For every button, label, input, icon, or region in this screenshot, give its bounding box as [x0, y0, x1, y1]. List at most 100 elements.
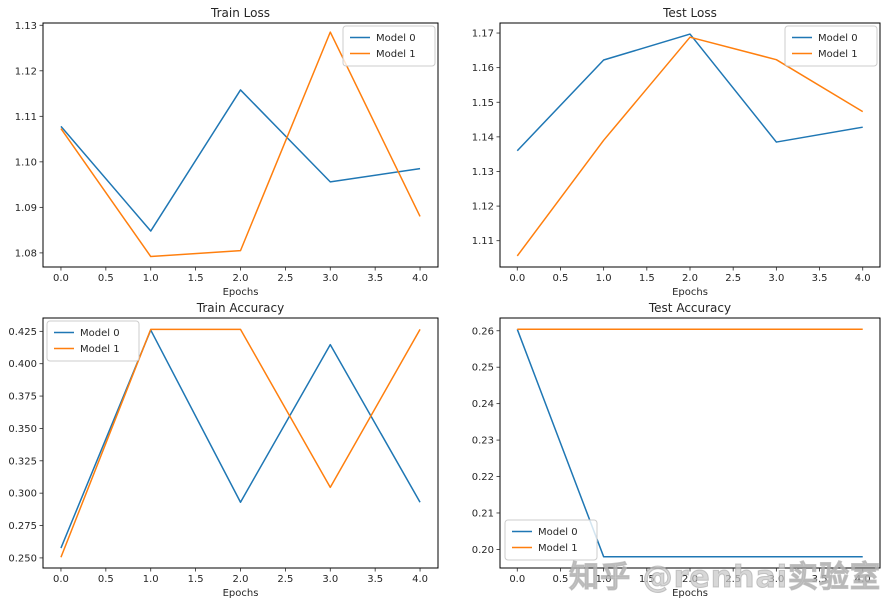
series-line-model-1	[516, 36, 864, 257]
x-tick-label: 0.5	[98, 273, 114, 284]
series-line-model-1	[60, 328, 421, 558]
x-tick-label: 0.0	[53, 574, 69, 585]
x-tick-label: 1.5	[639, 273, 655, 284]
legend: Model 0 Model 1	[46, 320, 140, 362]
x-tick-label: 1.0	[596, 273, 612, 284]
y-tick-label: 0.20	[472, 545, 494, 556]
x-tick-label: 4.0	[412, 273, 428, 284]
x-tick-label: 2.5	[725, 273, 741, 284]
legend-label: Model 0	[80, 328, 120, 339]
y-tick-label: 0.350	[8, 424, 37, 435]
x-tick-label: 3.5	[367, 574, 383, 585]
legend-label: Model 1	[80, 344, 120, 355]
legend: Model 0 Model 1	[342, 25, 436, 67]
y-tick-label: 1.14	[472, 132, 494, 143]
series-line-model-0	[516, 33, 863, 152]
x-tick-label: 4.0	[412, 574, 428, 585]
x-tick-label: 3.5	[812, 273, 828, 284]
legend-box	[504, 519, 598, 561]
y-tick-label: 0.23	[472, 436, 494, 447]
y-tick-label: 1.11	[472, 236, 494, 247]
x-tick-label: 2.0	[682, 574, 698, 585]
y-tick-label: 1.12	[15, 66, 37, 77]
x-tick-label: 2.5	[277, 574, 293, 585]
legend-label: Model 0	[538, 527, 578, 538]
x-tick-label: 4.0	[855, 574, 871, 585]
legend-label: Model 0	[818, 33, 858, 44]
y-tick-label: 1.13	[15, 21, 37, 32]
train-accuracy-chart: 0.0 0.5 1.0 1.5 2.0 2.5 3.0 3.5 4.0 0.250 0.275 0.3…	[8, 302, 439, 599]
x-tick-label: 1.5	[639, 574, 655, 585]
x-axis-ticks: 0.0 0.5 1.0 1.5 2.0 2.5 3.0 3.5 4.0	[53, 267, 428, 284]
subplot-test-accuracy: 0.0 0.5 1.0 1.5 2.0 2.5 3.0 3.5 4.0 0.20 0.21 0.22 0…	[443, 302, 887, 604]
legend: Model 0 Model 1	[504, 519, 598, 561]
x-tick-label: 3.0	[768, 273, 784, 284]
x-axis-ticks: 0.0 0.5 1.0 1.5 2.0 2.5 3.0 3.5 4.0	[53, 568, 428, 585]
plot-title: Train Loss	[210, 6, 270, 20]
x-axis-ticks: 0.0 0.5 1.0 1.5 2.0 2.5 3.0 3.5 4.0	[509, 267, 871, 284]
y-tick-label: 0.375	[8, 392, 37, 403]
x-axis-label: Epochs	[672, 588, 708, 599]
y-tick-label: 1.10	[15, 157, 37, 168]
y-axis-ticks: 0.250 0.275 0.300 0.325 0.350 0.375 0.400 0.425	[8, 327, 43, 564]
legend-label: Model 1	[538, 543, 578, 554]
legend-label: Model 1	[376, 49, 416, 60]
y-tick-label: 1.12	[472, 202, 494, 213]
x-tick-label: 3.0	[768, 574, 784, 585]
x-tick-label: 1.0	[596, 574, 612, 585]
legend-label: Model 0	[376, 33, 416, 44]
x-tick-label: 4.0	[855, 273, 871, 284]
series-line-model-1	[60, 31, 421, 258]
legend-label: Model 1	[818, 49, 858, 60]
x-tick-label: 1.0	[143, 273, 159, 284]
y-tick-label: 0.425	[8, 327, 37, 338]
y-tick-label: 0.21	[472, 508, 494, 519]
x-tick-label: 2.5	[725, 574, 741, 585]
series-line-model-0	[60, 329, 421, 549]
y-axis-ticks: 1.08 1.09 1.10 1.11 1.12 1.13	[15, 21, 43, 259]
x-tick-label: 3.0	[322, 273, 338, 284]
x-axis-label: Epochs	[672, 287, 708, 298]
x-tick-label: 0.0	[53, 273, 69, 284]
legend-box	[784, 25, 878, 67]
x-tick-label: 0.5	[553, 273, 569, 284]
y-tick-label: 0.400	[8, 359, 37, 370]
y-tick-label: 0.275	[8, 521, 37, 532]
subplot-train-accuracy: 0.0 0.5 1.0 1.5 2.0 2.5 3.0 3.5 4.0 0.250 0.275 0.3…	[0, 302, 443, 604]
x-tick-label: 1.5	[188, 273, 204, 284]
y-tick-label: 1.11	[15, 112, 37, 123]
y-tick-label: 0.250	[8, 553, 37, 564]
x-tick-label: 0.0	[509, 574, 525, 585]
y-tick-label: 0.25	[472, 363, 494, 374]
x-axis-label: Epochs	[223, 588, 259, 599]
y-tick-label: 1.13	[472, 167, 494, 178]
x-tick-label: 2.5	[277, 273, 293, 284]
y-axis-ticks: 0.20 0.21 0.22 0.23 0.24 0.25 0.26	[472, 326, 500, 556]
subplot-test-loss: 0.0 0.5 1.0 1.5 2.0 2.5 3.0 3.5 4.0 1.11 1.12 1.13 1…	[443, 0, 887, 302]
plot-title: Train Accuracy	[196, 302, 284, 315]
legend-box	[46, 320, 140, 362]
y-tick-label: 0.325	[8, 456, 37, 467]
x-tick-label: 3.5	[812, 574, 828, 585]
test-loss-chart: 0.0 0.5 1.0 1.5 2.0 2.5 3.0 3.5 4.01.111.121.131…	[472, 6, 881, 298]
series-line-model-0	[516, 329, 863, 558]
plot-title: Test Loss	[662, 6, 717, 20]
test-accuracy-chart: 0.0 0.5 1.0 1.5 2.0 2.5 3.0 3.5 4.00.200.210.220…	[472, 302, 881, 599]
y-tick-label: 1.15	[472, 98, 494, 109]
y-tick-label: 0.22	[472, 472, 494, 483]
legend: Model 0 Model 1	[784, 25, 878, 67]
x-tick-label: 3.5	[367, 273, 383, 284]
y-tick-label: 1.09	[15, 203, 37, 214]
y-tick-label: 0.24	[472, 399, 494, 410]
x-tick-label: 2.0	[233, 273, 249, 284]
y-tick-label: 1.17	[472, 29, 494, 40]
subplot-train-loss: 0.0 0.5 1.0 1.5 2.0 2.5 3.0 3.5 4.0 1.08 1.09 1.10 1…	[0, 0, 443, 302]
y-tick-label: 0.300	[8, 489, 37, 500]
x-axis-label: Epochs	[223, 287, 259, 298]
x-tick-label: 1.0	[143, 574, 159, 585]
plot-title: Test Accuracy	[648, 302, 731, 315]
y-tick-label: 1.16	[472, 63, 494, 74]
x-tick-label: 0.5	[98, 574, 114, 585]
y-axis-ticks: 1.11 1.12 1.13 1.14 1.15 1.16 1.17	[472, 29, 500, 247]
